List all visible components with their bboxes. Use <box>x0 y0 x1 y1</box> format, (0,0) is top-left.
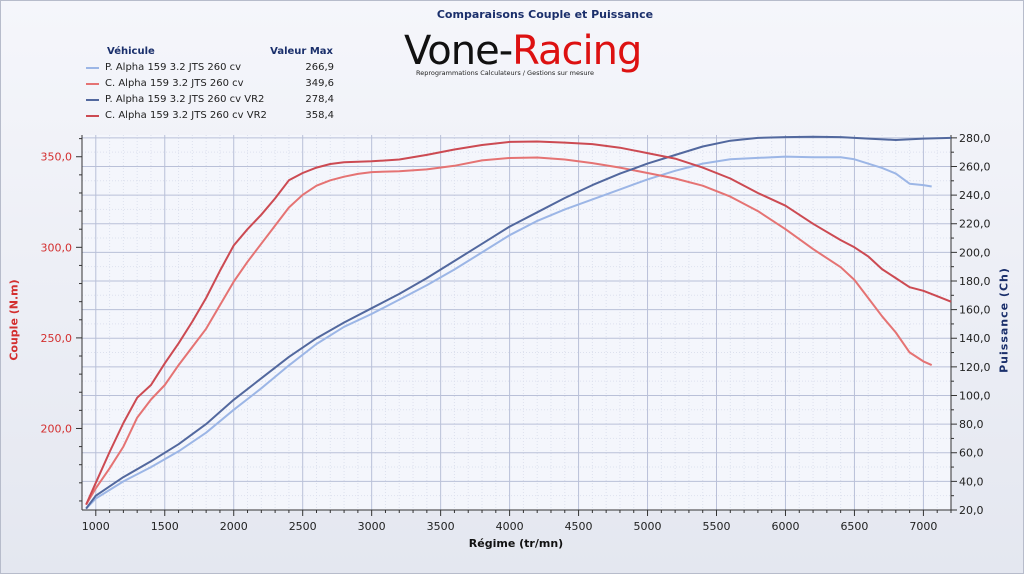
legend-item: P. Alpha 159 3.2 JTS 260 cv 266,9 <box>86 61 346 77</box>
x-axis-label: Régime (tr/mn) <box>468 537 564 550</box>
x-tick-label: 4000 <box>496 520 524 533</box>
legend-item-label: C. Alpha 159 3.2 JTS 260 cv <box>105 78 244 89</box>
logo-text-b: Racing <box>512 28 642 74</box>
legend: Véhicule Valeur Max P. Alpha 159 3.2 JTS… <box>86 46 346 125</box>
x-tick-label: 1500 <box>151 520 179 533</box>
y-right-tick-label: 240,0 <box>959 189 991 202</box>
x-tick-label: 3000 <box>358 520 386 533</box>
legend-item-label: C. Alpha 159 3.2 JTS 260 cv VR2 <box>105 110 267 121</box>
legend-swatch <box>86 115 99 117</box>
legend-swatch <box>86 83 99 85</box>
legend-item-max: 278,4 <box>305 94 334 105</box>
logo-text-a: Vone- <box>404 28 513 74</box>
y-right-tick-label: 60,0 <box>959 447 984 460</box>
legend-item-max: 349,6 <box>305 78 334 89</box>
plot-area <box>82 135 951 510</box>
x-tick-label: 6500 <box>840 520 868 533</box>
series-line-3 <box>85 140 952 506</box>
y-right-tick-label: 120,0 <box>959 361 991 374</box>
legend-swatch <box>86 67 99 69</box>
x-tick-label: 7000 <box>909 520 937 533</box>
legend-item-label: P. Alpha 159 3.2 JTS 260 cv VR2 <box>105 94 265 105</box>
legend-item: C. Alpha 159 3.2 JTS 260 cv 349,6 <box>86 77 346 93</box>
y-right-tick-label: 180,0 <box>959 275 991 288</box>
legend-item-max: 358,4 <box>305 110 334 121</box>
x-tick-label: 5000 <box>634 520 662 533</box>
y-right-tick-label: 280,0 <box>959 132 991 145</box>
legend-header-max: Valeur Max <box>270 46 333 57</box>
x-tick-label: 3500 <box>427 520 455 533</box>
legend-header: Véhicule Valeur Max <box>86 46 346 61</box>
brand-logo: Vone-Racing Reprogrammations Calculateur… <box>404 31 684 77</box>
legend-item-label: P. Alpha 159 3.2 JTS 260 cv <box>105 62 242 73</box>
series-line-1 <box>85 156 933 506</box>
x-tick-label: 2500 <box>289 520 317 533</box>
x-tick-label: 2000 <box>220 520 248 533</box>
y-right-tick-label: 40,0 <box>959 475 984 488</box>
series-line-2 <box>85 135 952 510</box>
series-line-0 <box>85 155 932 510</box>
legend-item: C. Alpha 159 3.2 JTS 260 cv VR2 358,4 <box>86 109 346 125</box>
logo-tagline: Reprogrammations Calculateurs / Gestions… <box>416 69 594 77</box>
x-tick-label: 5500 <box>703 520 731 533</box>
y-axis-left-label: Couple (N.m) <box>7 279 21 361</box>
legend-header-vehicle: Véhicule <box>107 46 155 57</box>
y-right-tick-label: 220,0 <box>959 218 991 231</box>
y-right-tick-label: 80,0 <box>959 418 984 431</box>
y-right-tick-label: 160,0 <box>959 304 991 317</box>
x-tick-label: 1000 <box>82 520 110 533</box>
x-tick-label: 6000 <box>771 520 799 533</box>
legend-item: P. Alpha 159 3.2 JTS 260 cv VR2 278,4 <box>86 93 346 109</box>
y-right-tick-label: 20,0 <box>959 504 984 517</box>
y-right-tick-label: 100,0 <box>959 389 991 402</box>
y-axis-right-label: Puissance (Ch) <box>997 267 1011 373</box>
y-left-tick-label: 300,0 <box>41 241 73 254</box>
y-right-tick-label: 200,0 <box>959 246 991 259</box>
x-tick-label: 4500 <box>565 520 593 533</box>
y-right-tick-label: 260,0 <box>959 160 991 173</box>
y-left-tick-label: 250,0 <box>41 332 73 345</box>
y-right-tick-label: 140,0 <box>959 332 991 345</box>
legend-swatch <box>86 99 99 101</box>
legend-item-max: 266,9 <box>305 62 334 73</box>
chart-title: Comparaisons Couple et Puissance <box>436 8 654 21</box>
y-left-tick-label: 350,0 <box>41 151 73 164</box>
y-left-tick-label: 200,0 <box>41 422 73 435</box>
logo-wordmark: Vone-Racing <box>404 31 684 71</box>
